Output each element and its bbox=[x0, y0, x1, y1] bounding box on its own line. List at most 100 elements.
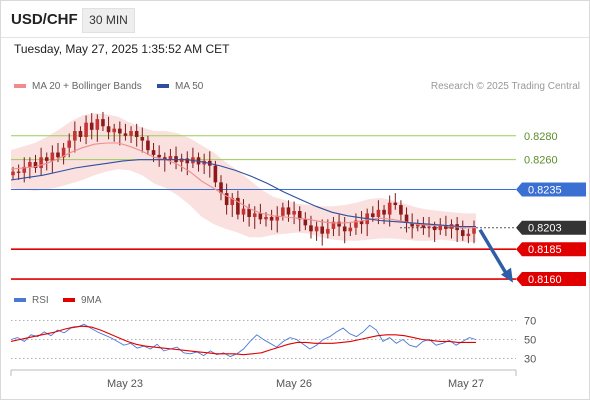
candle-body bbox=[230, 197, 235, 206]
candle-body bbox=[241, 208, 246, 215]
candle-body bbox=[438, 225, 443, 231]
candle-body bbox=[162, 157, 167, 160]
x-tick-label: May 27 bbox=[448, 378, 484, 390]
candle-body bbox=[472, 227, 476, 234]
level-tag-0.8203 bbox=[516, 220, 586, 235]
symbol-title: USD/CHF bbox=[11, 11, 78, 28]
candle-body bbox=[179, 158, 184, 163]
candle-body bbox=[275, 215, 280, 221]
x-tick-label: May 26 bbox=[276, 378, 312, 390]
candle-body bbox=[337, 221, 341, 227]
level-tag-0.8160 bbox=[516, 272, 586, 287]
candle-body bbox=[185, 158, 190, 164]
candle-body bbox=[286, 207, 291, 215]
rsi-series-9MA bbox=[10, 325, 476, 356]
legend-rsi-ma: 9MA bbox=[63, 295, 102, 306]
forecast-arrow-head bbox=[501, 267, 513, 283]
level-tag-0.8235 bbox=[516, 182, 586, 197]
candle-body bbox=[342, 226, 347, 232]
candle-body bbox=[376, 209, 381, 217]
candle-body bbox=[106, 126, 111, 133]
candle-body bbox=[84, 122, 88, 137]
candle-body bbox=[73, 131, 77, 141]
candle-body bbox=[44, 157, 49, 161]
candle-body bbox=[129, 131, 133, 136]
candle-body bbox=[78, 131, 83, 137]
ma20-swatch bbox=[14, 84, 26, 89]
candle-body bbox=[11, 171, 15, 176]
candle-body bbox=[50, 152, 55, 161]
candle-body bbox=[33, 162, 38, 169]
candle-body bbox=[146, 140, 150, 151]
candle-body bbox=[89, 122, 94, 130]
rsi-tick-50: 50 bbox=[524, 335, 536, 347]
ma50-label: MA 50 bbox=[175, 81, 204, 92]
candle-body bbox=[281, 207, 285, 216]
candle-body bbox=[56, 152, 60, 158]
rsi-label: RSI bbox=[32, 295, 49, 306]
candle-body bbox=[432, 226, 437, 231]
candle-body bbox=[219, 182, 223, 194]
candle-body bbox=[101, 119, 105, 127]
candle-body bbox=[258, 213, 263, 220]
candle-body bbox=[444, 225, 448, 229]
header: USD/CHF 30 MIN bbox=[1, 1, 589, 37]
rsi-swatch bbox=[14, 298, 26, 303]
level-label-0.8280: 0.8280 bbox=[524, 131, 558, 143]
candle-body bbox=[466, 233, 471, 237]
candle-body bbox=[410, 222, 414, 227]
forecast-arrow-shaft bbox=[478, 228, 510, 278]
candle-body bbox=[22, 166, 27, 173]
level-label-0.8185: 0.8185 bbox=[528, 244, 562, 256]
candle-body bbox=[326, 228, 330, 234]
candle-body bbox=[382, 209, 386, 215]
timeframe-badge[interactable]: 30 MIN bbox=[82, 8, 135, 33]
candle-body bbox=[371, 213, 375, 217]
candle-body bbox=[393, 202, 398, 206]
candle-body bbox=[354, 220, 358, 228]
level-tag-0.8185 bbox=[516, 242, 586, 257]
candle-body bbox=[348, 227, 353, 232]
rsi-tick-30: 30 bbox=[524, 354, 536, 366]
candle-body bbox=[269, 216, 274, 221]
candle-body bbox=[359, 220, 364, 225]
candle-body bbox=[314, 226, 319, 232]
candle-body bbox=[134, 131, 139, 137]
candle-body bbox=[320, 226, 325, 234]
candle-body bbox=[236, 197, 240, 215]
level-label-0.8203: 0.8203 bbox=[528, 223, 562, 235]
rsi-series-RSI bbox=[10, 323, 477, 358]
credit-text: Research © 2025 Trading Central bbox=[430, 81, 580, 92]
candle-body bbox=[151, 150, 156, 155]
legend-ma50: MA 50 bbox=[157, 81, 203, 92]
candle-body bbox=[331, 221, 336, 229]
legend-rsi: RSI bbox=[14, 295, 49, 306]
level-label-0.8235: 0.8235 bbox=[528, 185, 562, 197]
candle-body bbox=[157, 154, 161, 158]
candle-body bbox=[39, 157, 43, 169]
ma50-line bbox=[10, 159, 476, 228]
candle-body bbox=[95, 119, 100, 130]
ma20-label: MA 20 + Bollinger Bands bbox=[32, 81, 142, 92]
candle-body bbox=[427, 226, 431, 228]
level-label-0.8160: 0.8160 bbox=[528, 274, 562, 286]
ma20-line bbox=[10, 142, 476, 229]
rsi-ma-swatch bbox=[63, 298, 75, 303]
candle-body bbox=[460, 230, 465, 237]
candle-body bbox=[28, 162, 32, 167]
candle-body bbox=[224, 193, 229, 206]
candle-body bbox=[303, 219, 308, 226]
candle-body bbox=[112, 128, 116, 133]
candle-body bbox=[213, 165, 218, 183]
candle-body bbox=[264, 216, 268, 220]
candle-body bbox=[292, 211, 296, 215]
x-tick-label: May 23 bbox=[107, 378, 143, 390]
candle-body bbox=[140, 137, 145, 141]
candle-body bbox=[387, 202, 392, 215]
candle-body bbox=[297, 211, 302, 220]
candle-body bbox=[421, 224, 426, 228]
timestamp: Tuesday, May 27, 2025 1:35:52 AM CET bbox=[14, 42, 230, 56]
ma50-swatch bbox=[157, 84, 169, 89]
